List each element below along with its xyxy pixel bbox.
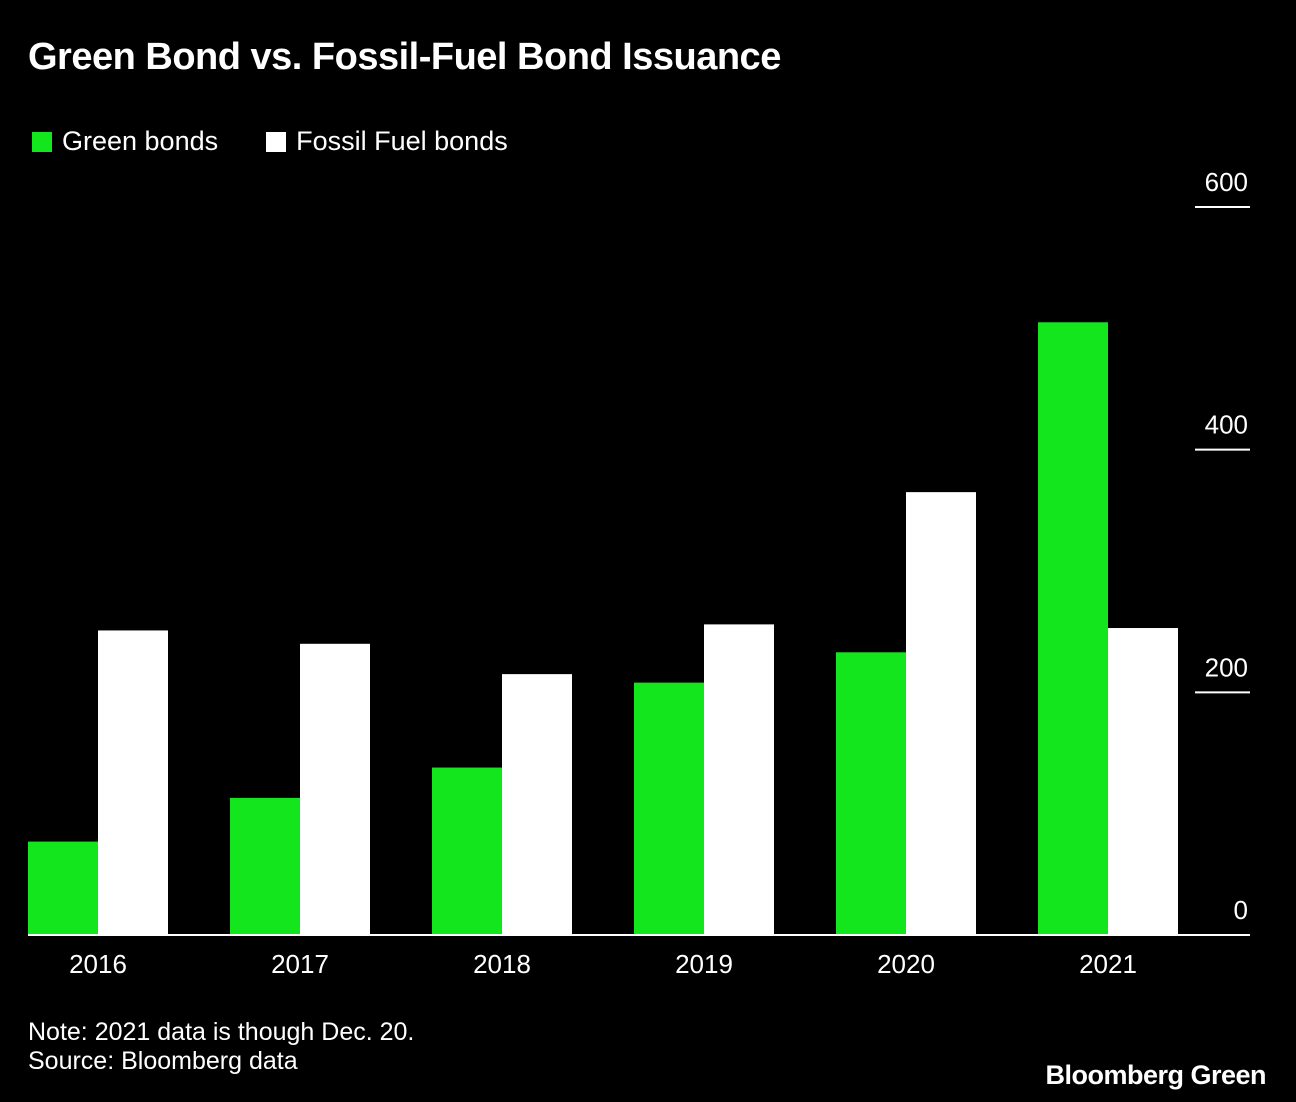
bar-fossil-2017 — [300, 643, 370, 935]
legend-item-fossil-fuel-bonds: Fossil Fuel bonds — [266, 126, 508, 157]
bar-green-2018 — [432, 767, 502, 935]
legend-label: Fossil Fuel bonds — [296, 126, 508, 156]
legend-item-green-bonds: Green bonds — [32, 126, 218, 157]
legend-swatch-white — [266, 131, 287, 152]
bar-fossil-2019 — [704, 624, 774, 935]
legend-label: Green bonds — [62, 126, 219, 156]
bar-green-2016 — [28, 841, 98, 935]
bar-fossil-2021 — [1108, 628, 1178, 935]
bar-green-2017 — [230, 797, 300, 935]
legend-swatch-green — [32, 131, 52, 152]
footnote: Note: 2021 data is though Dec. 20. Sourc… — [28, 1018, 414, 1076]
chart-title: Green Bond vs. Fossil-Fuel Bond Issuance — [28, 36, 781, 78]
x-tick-label: 2020 — [877, 949, 935, 979]
y-tick-label: 400 — [1205, 410, 1248, 440]
bar-fossil-2016 — [98, 630, 168, 935]
y-tick-label: 600 — [1205, 167, 1248, 197]
y-tick-label: 0 — [1234, 895, 1248, 925]
bar-green-2019 — [634, 682, 704, 935]
x-tick-label: 2021 — [1079, 949, 1137, 979]
brand-logo: Bloomberg Green — [1045, 1060, 1266, 1090]
x-tick-label: 2018 — [473, 949, 531, 979]
bar-fossil-2020 — [906, 492, 976, 935]
x-tick-label: 2017 — [271, 949, 329, 979]
bar-fossil-2018 — [502, 674, 572, 935]
legend: Green bonds Fossil Fuel bonds — [32, 126, 508, 157]
bar-green-2020 — [836, 652, 906, 935]
x-tick-label: 2019 — [675, 949, 733, 979]
x-tick-label: 2016 — [69, 949, 127, 979]
note-text: Note: 2021 data is though Dec. 20. — [28, 1018, 415, 1046]
source-text: Source: Bloomberg data — [28, 1047, 298, 1075]
y-tick-label: 200 — [1205, 652, 1248, 682]
bar-green-2021 — [1038, 322, 1108, 935]
